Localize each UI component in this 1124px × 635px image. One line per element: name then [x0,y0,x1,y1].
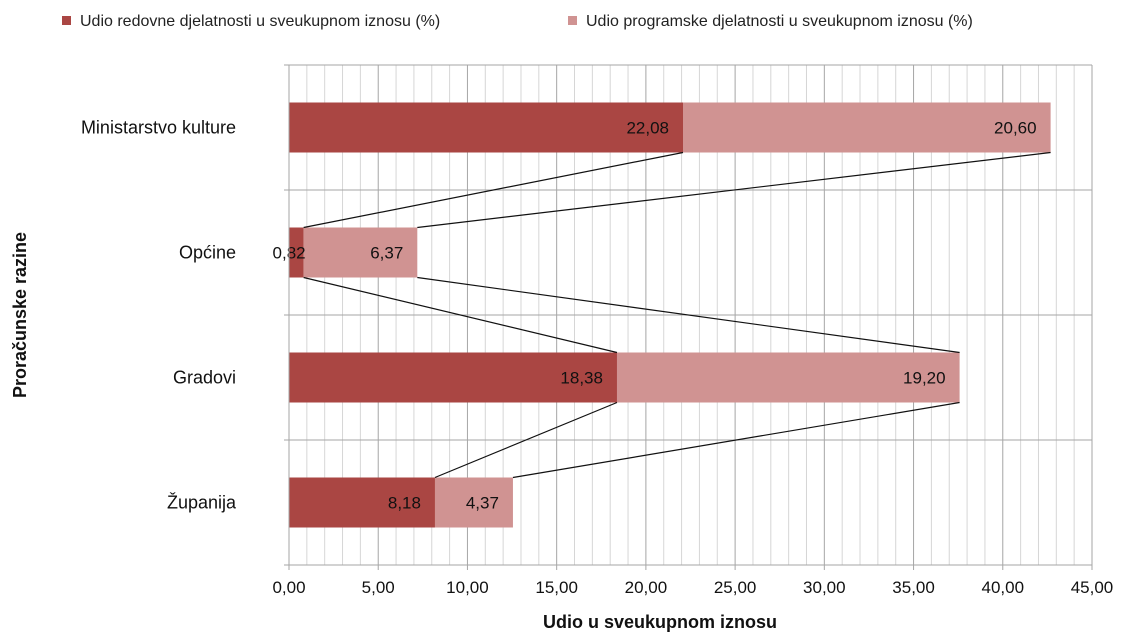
category-label: Županija [167,493,237,513]
x-axis: 0,00 5,00 10,00 15,00 20,00 25,00 30,00 35,00 40… [272,564,1114,597]
x-tick-label: 40,00 [982,578,1025,597]
x-tick-label: 0,00 [272,578,305,597]
series-line-0-2 [434,401,618,479]
bar-series-0-2 [289,352,617,403]
series-line-0-0 [303,151,684,229]
legend-swatch-0 [62,16,71,25]
series-line-1-0 [417,151,1051,229]
data-label-0-2: 18,38 [560,369,603,388]
x-tick-label: 5,00 [362,578,395,597]
legend-label-1: Udio programske djelatnosti u sveukupnom… [586,13,973,30]
series-line-1-2 [512,401,960,479]
data-label-0-0: 22,08 [626,119,669,138]
data-label-0-3: 8,18 [388,494,421,513]
bar-series-0-3 [289,477,435,528]
legend-label-0: Udio redovne djelatnosti u sveukupnom iz… [80,13,440,30]
y-axis-title: Proračunske razine [10,232,30,398]
x-tick-label: 10,00 [446,578,489,597]
bars [289,102,1051,528]
bar-series-0-0 [289,102,684,153]
x-axis-title: Udio u sveukupnom iznosu [543,612,777,632]
x-tick-label: 15,00 [535,578,578,597]
category-label: Općine [179,243,236,263]
legend-swatch-1 [568,16,577,25]
bar-series-1-3 [434,477,513,528]
x-tick-label: 25,00 [714,578,757,597]
x-tick-label: 30,00 [803,578,846,597]
bar-series-1-1 [303,227,418,278]
series-line-1-1 [417,276,960,354]
series-lines [303,151,1051,479]
bar-series-1-2 [616,352,960,403]
x-tick-label: 45,00 [1071,578,1114,597]
data-label-1-0: 20,60 [994,119,1037,138]
data-label-1-2: 19,20 [903,369,946,388]
series-line-0-1 [303,276,618,354]
data-label-1-1: 6,37 [370,244,403,263]
x-tick-label: 20,00 [625,578,668,597]
category-label: Gradovi [173,368,236,388]
data-label-1-3: 4,37 [466,494,499,513]
y-axis: Ministarstvo kulture Općine Gradovi Županij… [81,65,290,565]
category-label: Ministarstvo kulture [81,118,236,138]
bar-series-0-1 [289,227,304,278]
bar-series-1-0 [683,102,1051,153]
x-tick-label: 35,00 [892,578,935,597]
legend: Udio redovne djelatnosti u sveukupnom iz… [62,13,973,30]
